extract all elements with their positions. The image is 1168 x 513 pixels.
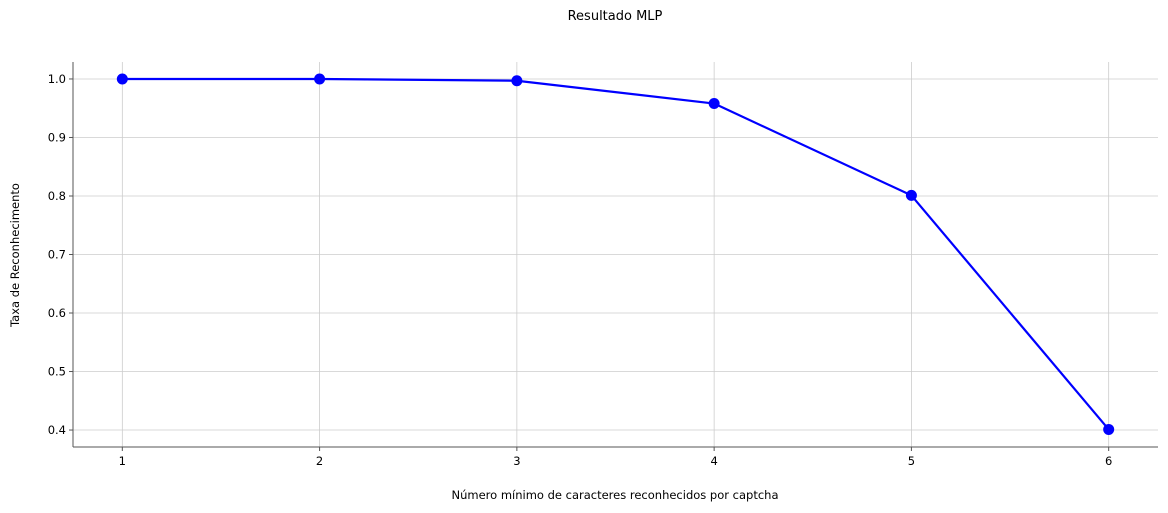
- data-point: [1103, 423, 1115, 435]
- data-point: [905, 189, 917, 201]
- y-tick-label: 0.9: [48, 130, 66, 144]
- series-line: [122, 77, 1110, 431]
- x-axis-ticks: 1 2 3 4 5 6: [119, 447, 1112, 468]
- x-tick-label: 4: [710, 454, 717, 468]
- series-layer: [116, 73, 1115, 435]
- y-axis-ticks: 0.4 0.5 0.6 0.7 0.8 0.9 1.0: [48, 72, 73, 437]
- chart-title: Resultado MLP: [568, 9, 663, 24]
- y-tick-label: 0.5: [48, 365, 66, 379]
- y-tick-label: 0.6: [48, 306, 66, 320]
- x-tick-label: 1: [119, 454, 126, 468]
- data-point: [511, 75, 523, 87]
- y-tick-label: 0.7: [48, 248, 66, 262]
- y-axis-label: Taxa de Reconhecimento: [8, 183, 22, 328]
- x-tick-label: 5: [908, 454, 915, 468]
- x-axis-label: Número mínimo de caracteres reconhecidos…: [451, 488, 778, 502]
- data-point: [116, 73, 128, 85]
- y-tick-label: 0.4: [48, 423, 66, 437]
- x-tick-label: 6: [1105, 454, 1112, 468]
- y-gridlines: [73, 78, 1158, 431]
- y-tick-label: 1.0: [48, 72, 66, 86]
- x-tick-label: 3: [513, 454, 520, 468]
- y-tick-label: 0.8: [48, 189, 66, 203]
- x-tick-label: 2: [316, 454, 323, 468]
- data-point: [314, 73, 326, 85]
- data-point: [708, 98, 720, 110]
